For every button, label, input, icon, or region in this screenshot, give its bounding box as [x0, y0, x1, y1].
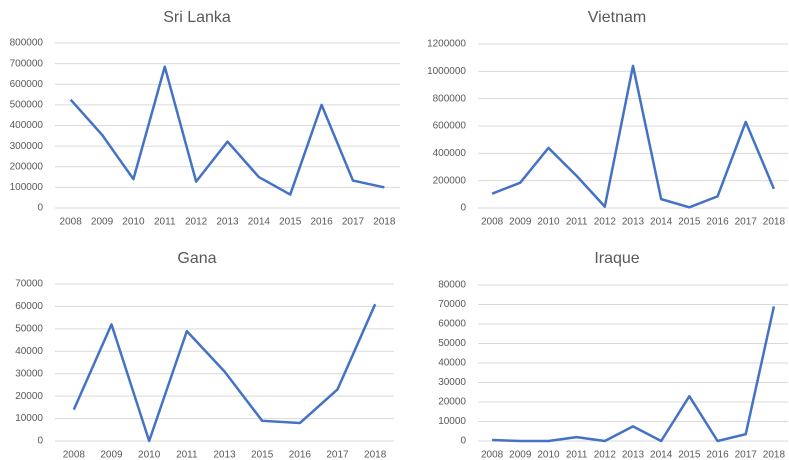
- x-tick-label: 2013: [216, 217, 239, 228]
- x-tick-label: 2017: [735, 217, 758, 228]
- x-tick-label: 2013: [213, 450, 236, 460]
- y-tick-label: 200000: [10, 161, 44, 172]
- x-tick-label: 2008: [481, 450, 504, 460]
- y-tick-label: 40000: [438, 358, 466, 369]
- x-tick-label: 2012: [594, 217, 617, 228]
- x-tick-label: 2008: [481, 217, 504, 228]
- y-tick-label: 1000000: [427, 66, 466, 77]
- x-tick-label: 2016: [706, 450, 729, 460]
- y-tick-label: 100000: [10, 182, 44, 193]
- y-tick-label: 600000: [433, 121, 467, 132]
- x-tick-label: 2011: [176, 450, 198, 460]
- x-tick-label: 2016: [310, 217, 333, 228]
- y-tick-label: 60000: [438, 319, 466, 330]
- x-tick-label: 2017: [342, 217, 365, 228]
- y-tick-label: 800000: [10, 38, 44, 49]
- y-tick-label: 0: [460, 436, 466, 447]
- x-tick-label: 2011: [566, 217, 588, 228]
- y-tick-label: 30000: [438, 377, 466, 388]
- x-tick-label: 2017: [326, 450, 349, 460]
- x-tick-label: 2011: [154, 217, 176, 228]
- x-tick-label: 2008: [63, 450, 86, 460]
- y-tick-label: 80000: [438, 280, 466, 291]
- chart-title: Sri Lanka: [163, 9, 231, 26]
- y-tick-label: 70000: [15, 279, 43, 290]
- x-tick-label: 2010: [138, 450, 161, 460]
- x-tick-label: 2013: [622, 450, 645, 460]
- y-tick-label: 200000: [433, 175, 467, 186]
- y-tick-label: 60000: [15, 301, 43, 312]
- y-tick-label: 50000: [438, 338, 466, 349]
- x-tick-label: 2015: [251, 450, 274, 460]
- y-tick-label: 30000: [15, 368, 43, 379]
- data-line: [72, 303, 377, 443]
- x-tick-label: 2010: [537, 217, 560, 228]
- x-tick-label: 2010: [122, 217, 145, 228]
- y-tick-label: 500000: [10, 100, 44, 111]
- x-tick-label: 2014: [248, 217, 271, 228]
- x-tick-label: 2012: [594, 450, 617, 460]
- x-tick-label: 2018: [763, 217, 786, 228]
- y-tick-label: 50000: [15, 323, 43, 334]
- x-tick-label: 2009: [91, 217, 114, 228]
- chart-title: Vietnam: [588, 9, 646, 26]
- y-tick-label: 600000: [10, 79, 44, 90]
- y-tick-label: 700000: [10, 58, 44, 69]
- x-tick-label: 2015: [678, 217, 701, 228]
- y-tick-label: 20000: [438, 397, 466, 408]
- chart-title: Iraque: [594, 250, 639, 267]
- x-tick-label: 2010: [537, 450, 560, 460]
- y-tick-label: 0: [37, 436, 43, 447]
- x-tick-label: 2016: [706, 217, 729, 228]
- x-tick-label: 2014: [650, 217, 673, 228]
- data-line: [491, 64, 776, 209]
- chart-title: Gana: [177, 250, 216, 267]
- x-tick-label: 2012: [185, 217, 208, 228]
- x-tick-label: 2018: [364, 450, 387, 460]
- data-line: [492, 306, 776, 443]
- y-tick-label: 0: [37, 203, 43, 214]
- x-tick-label: 2009: [100, 450, 123, 460]
- x-tick-label: 2011: [566, 450, 588, 460]
- y-tick-label: 400000: [10, 120, 44, 131]
- x-tick-label: 2015: [678, 450, 701, 460]
- x-tick-label: 2017: [735, 450, 758, 460]
- y-tick-label: 400000: [433, 148, 467, 159]
- y-tick-label: 10000: [438, 416, 466, 427]
- y-tick-label: 40000: [15, 346, 43, 357]
- y-tick-label: 0: [460, 203, 466, 214]
- y-tick-label: 70000: [438, 299, 466, 310]
- y-tick-label: 10000: [15, 413, 43, 424]
- x-tick-label: 2013: [622, 217, 645, 228]
- x-tick-label: 2016: [289, 450, 312, 460]
- data-line: [69, 65, 385, 196]
- x-tick-label: 2014: [650, 450, 673, 460]
- y-tick-label: 300000: [10, 141, 44, 152]
- y-tick-label: 20000: [15, 391, 43, 402]
- x-tick-label: 2018: [763, 450, 786, 460]
- x-tick-label: 2018: [373, 217, 396, 228]
- x-tick-label: 2015: [279, 217, 302, 228]
- x-tick-label: 2009: [509, 217, 532, 228]
- x-tick-label: 2008: [60, 217, 83, 228]
- y-tick-label: 800000: [433, 93, 467, 104]
- x-tick-label: 2009: [509, 450, 532, 460]
- y-tick-label: 1200000: [427, 39, 466, 50]
